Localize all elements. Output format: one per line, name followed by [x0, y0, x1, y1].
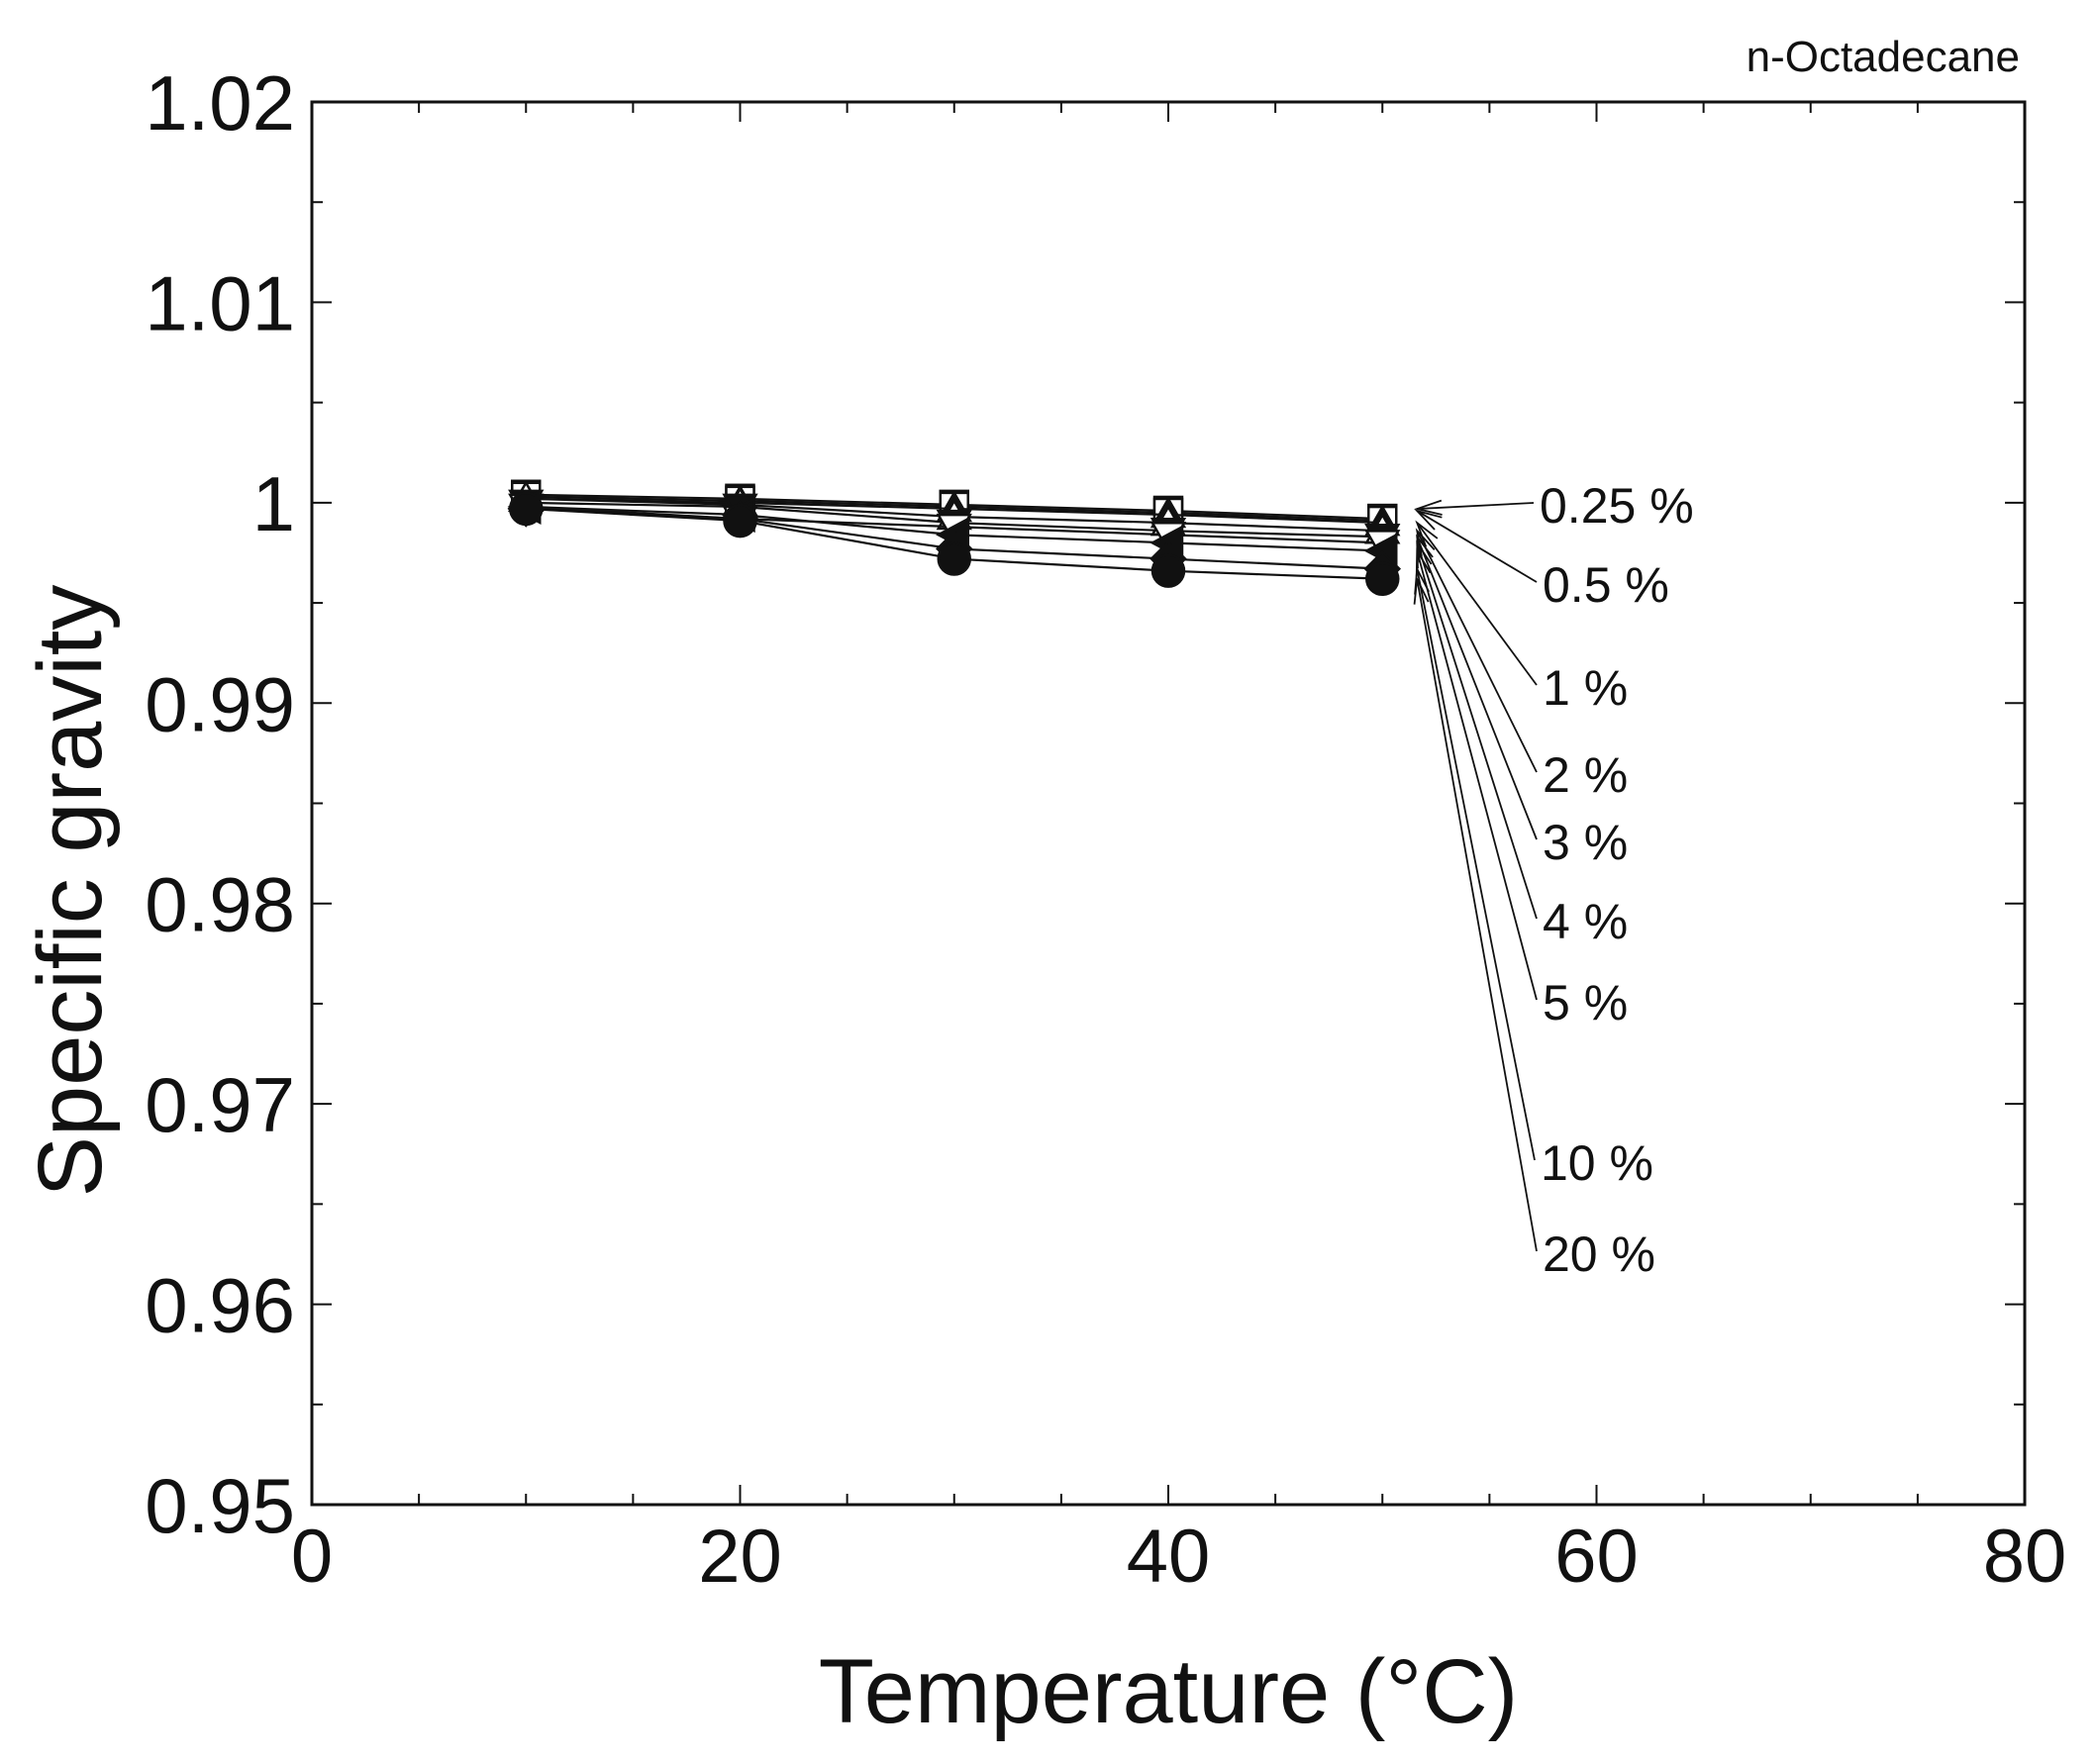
annotation-arrow-line: [1417, 502, 1535, 510]
data-point: [509, 491, 544, 527]
x-tick-label: 40: [1127, 1515, 1211, 1599]
annotation-arrow-head: [1413, 575, 1430, 605]
data-point: [723, 503, 757, 539]
annotation-arrow-line: [1416, 542, 1538, 920]
y-tick-label: 0.98: [145, 861, 295, 948]
plot-frame: [310, 100, 2027, 1507]
series-label: 4 %: [1543, 894, 1628, 949]
x-axis-label: Temperature (°C): [819, 1641, 1519, 1742]
series-label: 0.5 %: [1543, 557, 1669, 613]
series-label: 5 %: [1543, 975, 1628, 1030]
annotation-arrow-head: [1413, 499, 1443, 516]
data-point: [937, 541, 971, 576]
chart-title: n-Octadecane: [1747, 33, 2020, 81]
series-label: 2 %: [1543, 747, 1628, 803]
series-label: 20 %: [1543, 1226, 1655, 1282]
x-tick-label: 0: [291, 1515, 333, 1599]
series-label: 10 %: [1541, 1135, 1653, 1191]
annotation-arrow-line: [1416, 568, 1536, 1161]
y-axis-tick-labels: 0.95 0.96 0.97 0.98 0.99 1 1.01 1.02: [145, 59, 295, 1549]
series-group: [507, 479, 1402, 597]
y-tick-label: 1: [252, 460, 295, 547]
series-label: 3 %: [1543, 815, 1628, 870]
annotation-arrow-line: [1416, 536, 1538, 840]
annotation-arrow-head: [1415, 520, 1439, 547]
series-label: 1 %: [1543, 660, 1628, 716]
y-axis-label: Specific gravity: [20, 585, 121, 1198]
y-tick-label: 0.97: [145, 1061, 295, 1148]
y-tick-label: 0.95: [145, 1462, 295, 1549]
series-9: [509, 491, 1400, 597]
annotation-arrow-line: [1416, 522, 1538, 686]
x-tick-label: 60: [1554, 1515, 1639, 1599]
y-tick-label: 0.96: [145, 1262, 295, 1349]
annotation-arrow-line: [1416, 550, 1538, 1001]
series-label: 0.25 %: [1540, 478, 1694, 534]
y-tick-label: 1.01: [145, 259, 295, 346]
y-tick-label: 1.02: [145, 59, 295, 147]
y-tick-label: 0.99: [145, 660, 295, 747]
x-tick-label: 20: [698, 1515, 782, 1599]
x-axis-tick-labels: 0 20 40 60 80: [291, 1515, 2066, 1599]
annotation-arrow-line: [1416, 510, 1538, 583]
data-point: [1150, 553, 1186, 588]
series-annotations: 0.25 % 0.5 % 1 % 2 % 3 % 4 % 5 % 10 % 20 %: [1413, 478, 1694, 1282]
axis-ticks: [311, 101, 2026, 1506]
annotation-arrow-line: [1416, 578, 1538, 1252]
x-tick-label: 80: [1983, 1515, 2067, 1599]
data-point: [1365, 561, 1400, 597]
annotation-arrow-line: [1416, 530, 1538, 773]
annotation-arrow-head: [1414, 509, 1443, 531]
